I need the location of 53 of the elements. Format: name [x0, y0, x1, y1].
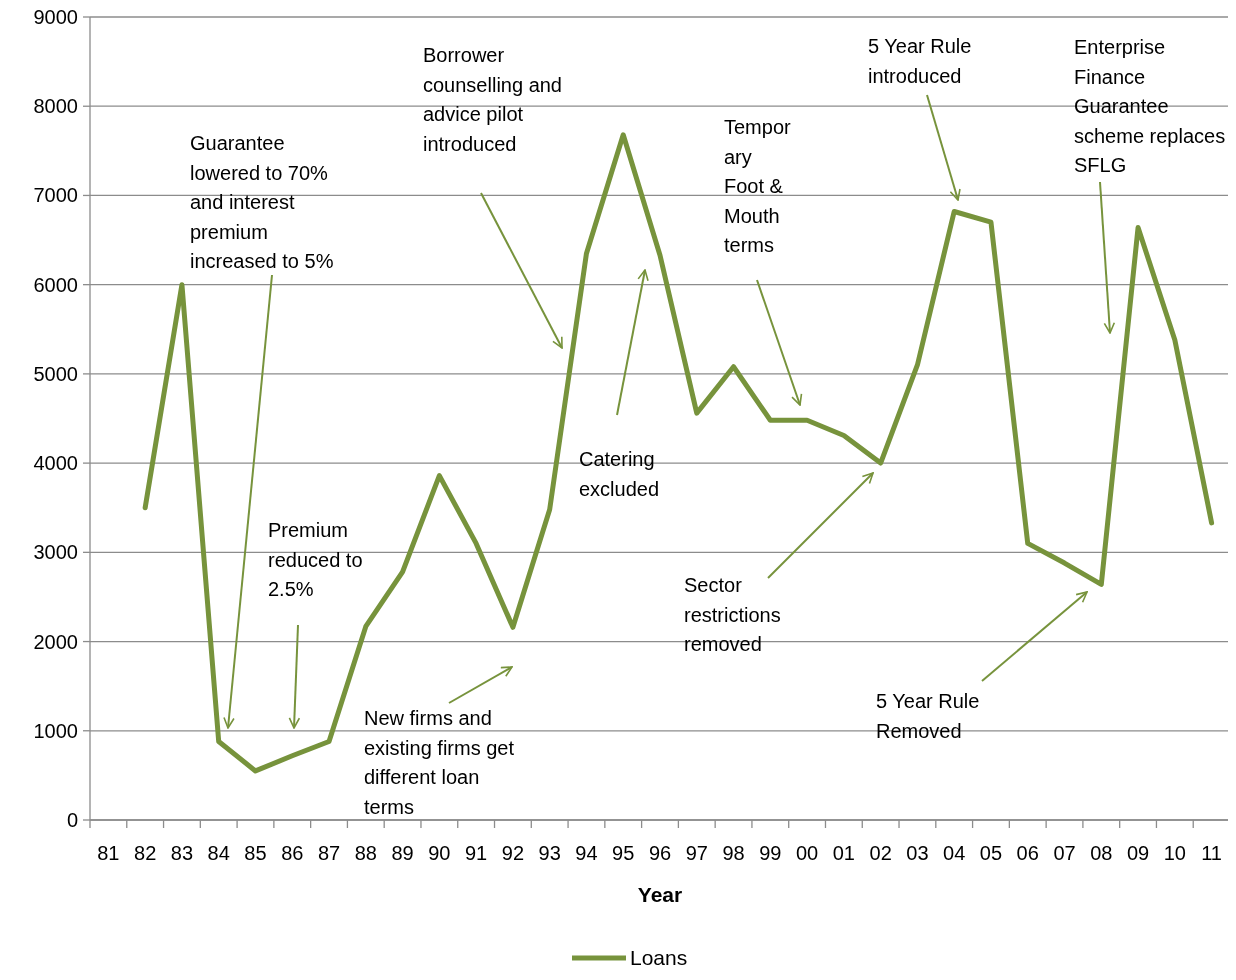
x-tick-label: 95	[612, 842, 635, 864]
x-tick-label: 85	[244, 842, 267, 864]
x-tick-label: 90	[428, 842, 451, 864]
x-tick-label: 84	[207, 842, 230, 864]
y-tick-label: 4000	[33, 452, 78, 475]
annotation: Enterprise Finance Guarantee scheme replaces SFLG	[1074, 36, 1226, 176]
x-tick-label: 98	[722, 842, 745, 864]
x-tick-label: 05	[979, 842, 1003, 864]
x-tick-label: 97	[685, 842, 708, 864]
annotation: Guarantee lowered to 70% and interest premium increased to 5%	[190, 132, 334, 272]
x-tick-label: 82	[134, 842, 157, 864]
annotation: New firms and existing firms get different loan terms	[364, 707, 515, 818]
x-tick-label: 92	[501, 842, 525, 864]
annotation: Borrower counselling and advice pilot introduced	[423, 44, 562, 155]
x-tick-label: 83	[170, 842, 194, 864]
x-tick-label: 93	[538, 842, 561, 864]
annotation: 5 Year Rule introduced	[868, 35, 972, 87]
y-tick-label: 6000	[33, 273, 78, 296]
annotation: Premium reduced to 2.5%	[268, 519, 363, 600]
annotation: 5 Year Rule Removed	[876, 690, 980, 742]
x-tick-label: 10	[1163, 842, 1186, 864]
annotation: Catering excluded	[579, 448, 660, 500]
y-tick-label: 0	[66, 809, 78, 831]
x-tick-label: 89	[391, 842, 414, 864]
x-tick-label: 08	[1090, 842, 1113, 864]
x-tick-label: 00	[795, 842, 819, 864]
legend-label: Loans	[630, 946, 688, 970]
x-tick-label: 88	[354, 842, 377, 864]
x-tick-label: 03	[906, 842, 929, 864]
x-tick-label: 11	[1201, 842, 1222, 864]
y-tick-label: 7000	[33, 184, 78, 207]
x-tick-label: 94	[575, 842, 598, 864]
x-tick-label: 01	[832, 842, 855, 864]
x-tick-label: 04	[943, 842, 966, 864]
x-tick-label: 06	[1016, 842, 1039, 864]
x-tick-label: 91	[465, 842, 488, 864]
x-axis-title: Year	[637, 883, 683, 906]
x-tick-label: 07	[1053, 842, 1076, 864]
x-tick-label: 09	[1126, 842, 1150, 864]
annotation: Sector restrictions removed	[684, 574, 781, 655]
x-tick-label: 96	[648, 842, 672, 864]
annotation: Tempor ary Foot & Mouth terms	[724, 116, 792, 256]
x-tick-label: 81	[97, 842, 120, 864]
y-tick-label: 1000	[33, 719, 78, 742]
x-tick-label: 02	[869, 842, 892, 864]
y-tick-label: 2000	[33, 630, 78, 653]
y-tick-label: 5000	[33, 362, 78, 385]
x-tick-label: 87	[317, 842, 341, 864]
x-tick-label: 99	[759, 842, 782, 864]
y-tick-label: 9000	[33, 6, 78, 28]
x-tick-label: 86	[281, 842, 304, 864]
y-tick-label: 3000	[33, 541, 78, 564]
y-tick-label: 8000	[33, 95, 78, 118]
